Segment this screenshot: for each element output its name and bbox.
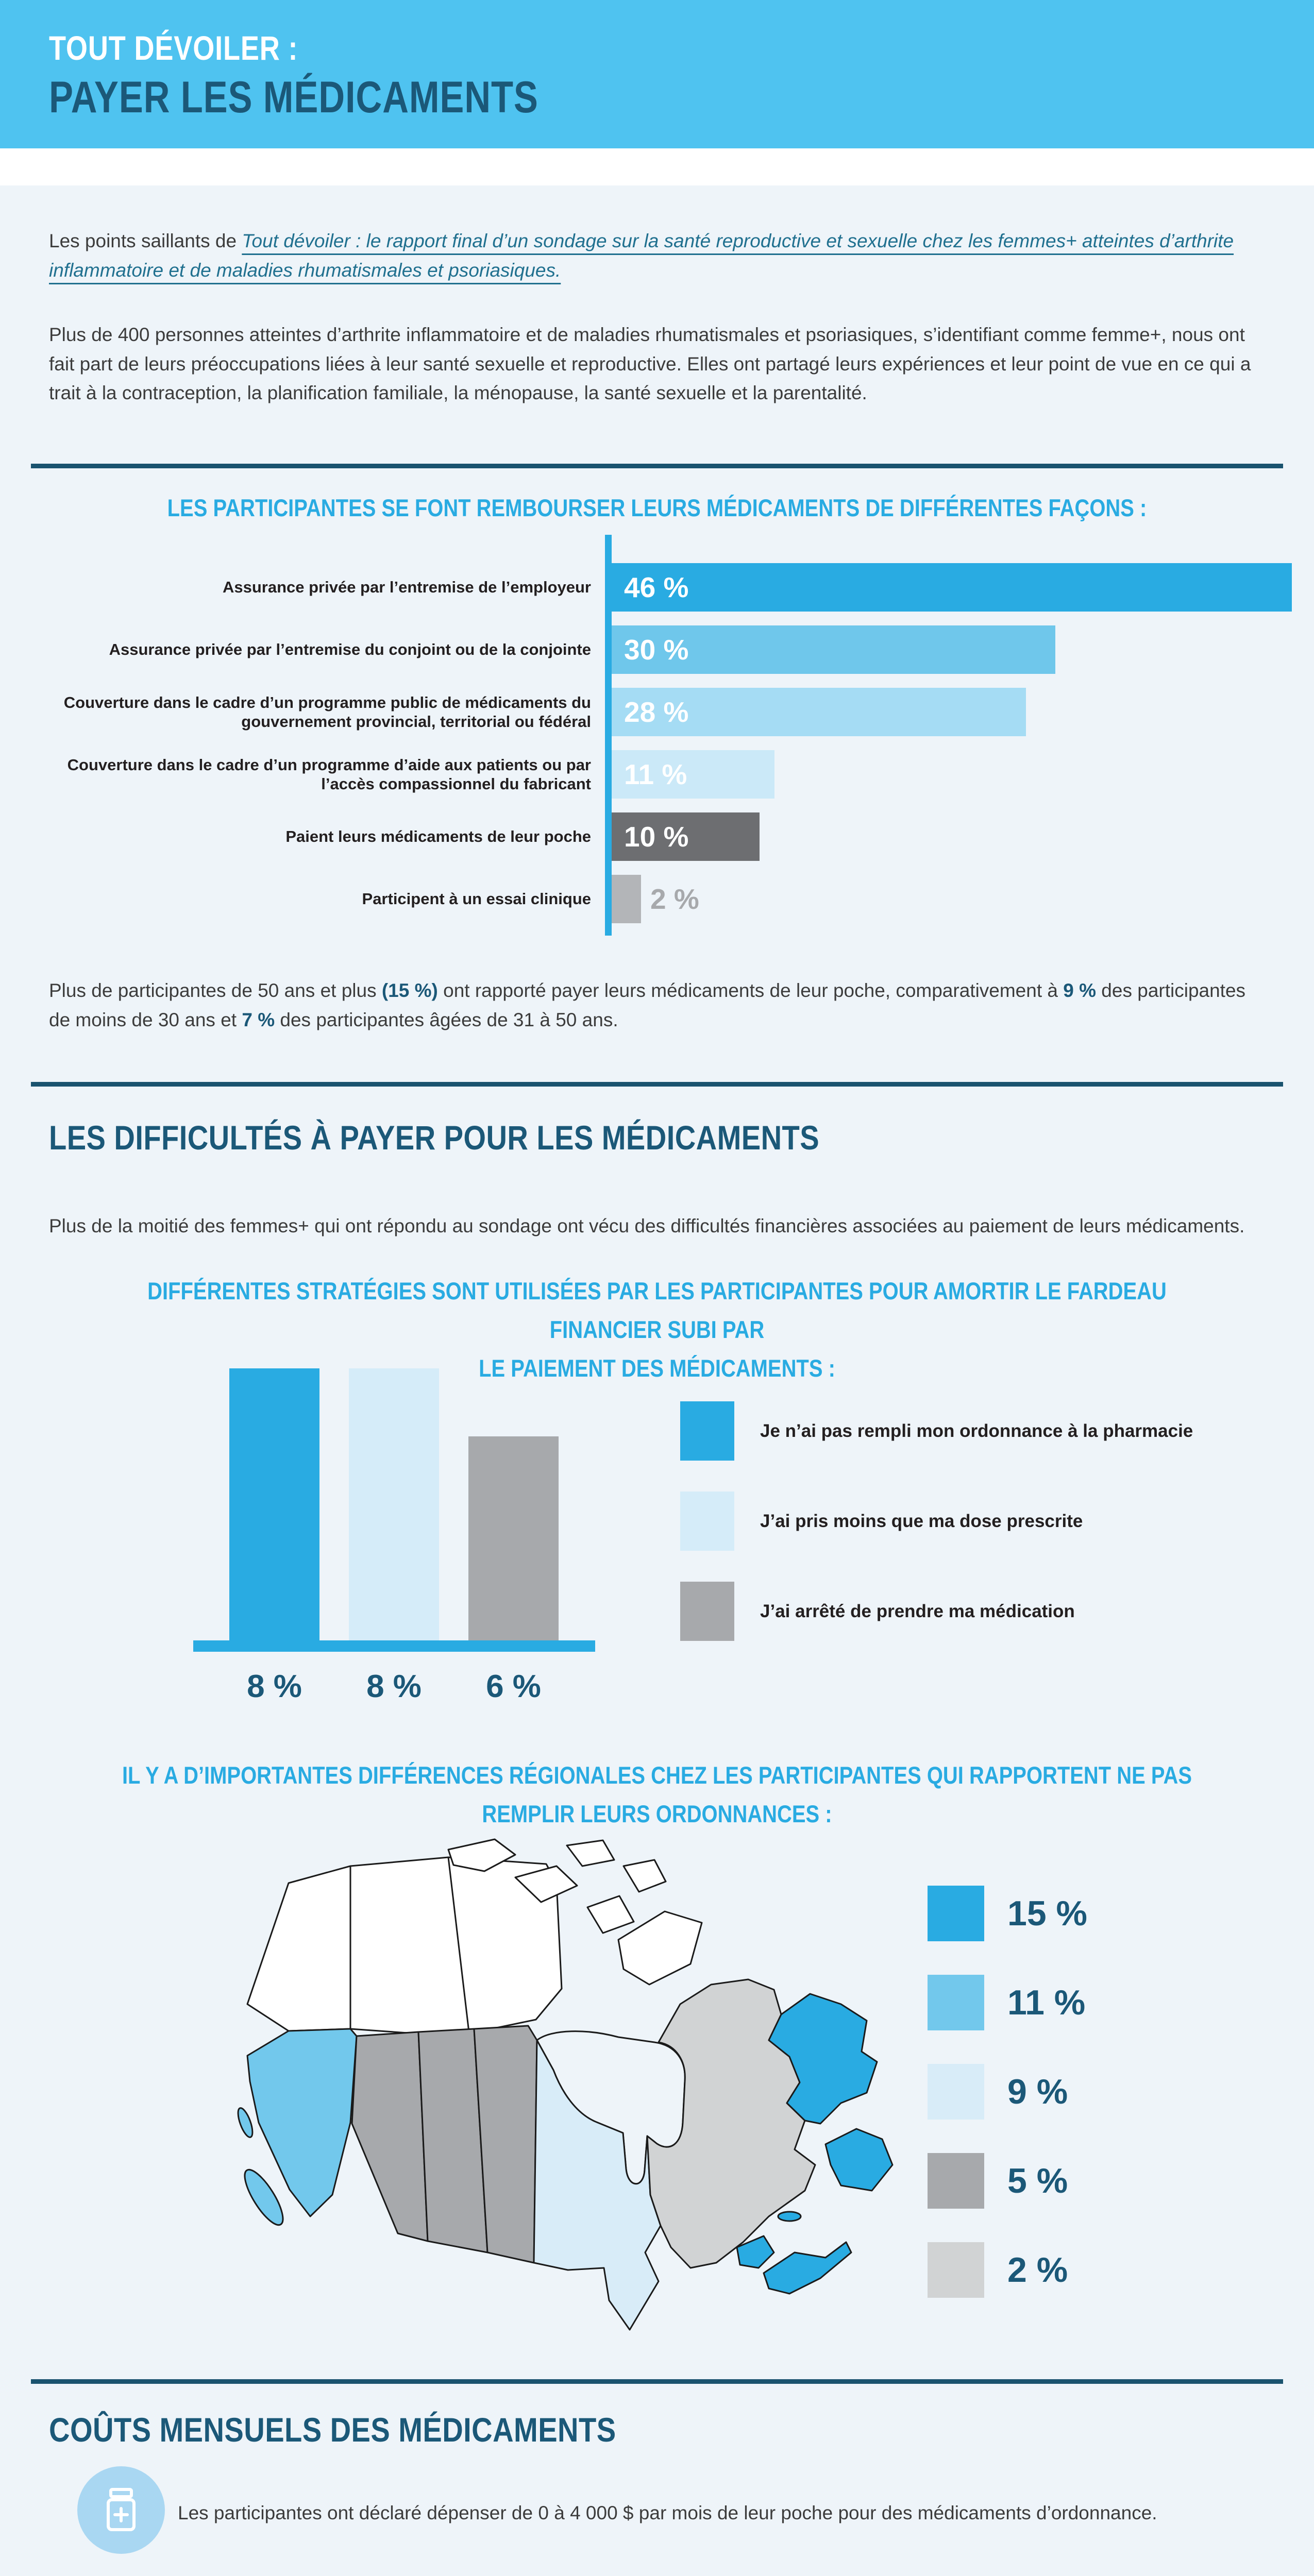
map-new-brunswick xyxy=(736,2235,775,2269)
section2-paragraph: Plus de la moitié des femmes+ qui ont ré… xyxy=(49,1215,1245,1236)
section-heading-difficultes: LES DIFFICULTÉS À PAYER POUR LES MÉDICAM… xyxy=(49,1118,820,1157)
note-text: ont rapporté payer leurs médicaments de … xyxy=(437,980,1064,1001)
map-title: IL Y A D’IMPORTANTES DIFFÉRENCES RÉGIONA… xyxy=(98,1756,1216,1833)
page-title-line1: TOUT DÉVOILER : xyxy=(49,29,298,67)
cost-item-text: Les participantes ont déclaré dépenser d… xyxy=(178,2502,1157,2523)
map-alberta xyxy=(351,2031,429,2242)
chart2-title-line2: LE PAIEMENT DES MÉDICAMENTS : xyxy=(479,1354,835,1382)
map-legend-swatch-5 xyxy=(928,2153,984,2209)
chart1-axis xyxy=(605,535,612,936)
legend-swatch-gray xyxy=(680,1582,734,1641)
column-dose xyxy=(349,1368,439,1640)
map-territories xyxy=(246,1856,563,2035)
section-divider xyxy=(31,464,1283,468)
note-strong: (15 %) xyxy=(381,980,438,1001)
chart1-row: Couverture dans le cadre d’un programme … xyxy=(0,688,1314,736)
map-legend-swatch-11 xyxy=(928,1975,984,2030)
canada-choropleth-map xyxy=(237,1838,894,2331)
chart2-baseline xyxy=(193,1640,595,1652)
report-link[interactable]: Tout dévoiler : le rapport final d’un so… xyxy=(49,230,1234,281)
map-labrador xyxy=(768,1993,878,2125)
bar-assurance-employeur: 46 % xyxy=(612,563,1292,612)
chart2-title: DIFFÉRENTES STRATÉGIES SONT UTILISÉES PA… xyxy=(98,1272,1216,1388)
header-band: TOUT DÉVOILER : PAYER LES MÉDICAMENTS xyxy=(0,0,1314,148)
bar-label-assurance-conjoint: Assurance privée par l’entremise du conj… xyxy=(109,640,591,659)
legend-swatch-blue xyxy=(680,1401,734,1461)
map-legend-label: 15 % xyxy=(1007,1894,1087,1933)
chart1-row: Participent à un essai clinique 2 % xyxy=(0,875,1314,923)
bar-assurance-conjoint: 30 % xyxy=(612,625,1055,674)
bar-value: 46 % xyxy=(624,571,689,603)
map-legend-label: 2 % xyxy=(1007,2250,1068,2290)
chart1-row: Paient leurs médicaments de leur poche 1… xyxy=(0,812,1314,861)
bar-label-poche: Paient leurs médicaments de leur poche xyxy=(285,827,591,846)
header-separator xyxy=(0,148,1314,185)
note-strong: 9 % xyxy=(1063,980,1097,1001)
bar-poche: 10 % xyxy=(612,812,760,861)
prescription-bottle-icon xyxy=(77,2466,165,2554)
map-vancouver-island xyxy=(244,2168,284,2226)
map-british-columbia xyxy=(246,2028,358,2217)
intro-lead: Les points saillants de xyxy=(49,230,242,251)
bar-essai-clinique: 2 % xyxy=(612,875,699,923)
map-legend-label: 5 % xyxy=(1007,2161,1068,2200)
chart1-title: LES PARTICIPANTES SE FONT REMBOURSER LEU… xyxy=(167,494,1147,521)
note-text: Plus de participantes de 50 ans et plus xyxy=(49,980,382,1001)
note-strong: 7 % xyxy=(242,1009,275,1030)
column-arrete xyxy=(468,1436,559,1640)
legend-label: J’ai arrêté de prendre ma médication xyxy=(760,1601,1075,1621)
page-title-line2: PAYER LES MÉDICAMENTS xyxy=(49,73,538,122)
bar-value: 28 % xyxy=(624,696,689,728)
map-baffin-island xyxy=(617,1910,703,1986)
map-ontario xyxy=(533,2039,662,2331)
legend-label: Je n’ai pas rempli mon ordonnance à la p… xyxy=(760,1420,1193,1441)
bar-label-essai-clinique: Participent à un essai clinique xyxy=(362,890,591,908)
column-ordonnance xyxy=(229,1368,319,1640)
section-heading-couts: COÛTS MENSUELS DES MÉDICAMENTS xyxy=(49,2411,616,2449)
map-legend-label: 9 % xyxy=(1007,2072,1068,2111)
map-legend-swatch-2 xyxy=(928,2242,984,2298)
bar-value: 11 % xyxy=(624,758,687,790)
bar-label-assurance-employeur: Assurance privée par l’entremise de l’em… xyxy=(222,578,591,597)
legend-swatch-paleblue xyxy=(680,1492,734,1551)
section-divider xyxy=(31,1082,1283,1087)
legend-label: J’ai pris moins que ma dose prescrite xyxy=(760,1511,1083,1531)
map-legend-swatch-9 xyxy=(928,2064,984,2120)
map-newfoundland xyxy=(824,2128,894,2192)
bar-label-programme-aide: Couverture dans le cadre d’un programme … xyxy=(67,755,591,793)
bar-label-programme-public: Couverture dans le cadre d’un programme … xyxy=(63,693,591,731)
bar-value: 10 % xyxy=(624,821,689,853)
column-value-label: 6 % xyxy=(486,1669,541,1704)
note-text: des participantes âgées de 31 à 50 ans. xyxy=(275,1009,618,1030)
bar-programme-aide: 11 % xyxy=(612,750,774,799)
chart2-column-chart xyxy=(193,1365,595,1652)
chart1-row: Couverture dans le cadre d’un programme … xyxy=(0,750,1314,799)
map-legend-label: 11 % xyxy=(1007,1983,1086,2022)
chart2-title-line1: DIFFÉRENTES STRATÉGIES SONT UTILISÉES PA… xyxy=(147,1277,1167,1344)
bar-value: 30 % xyxy=(624,634,689,666)
column-value-label: 8 % xyxy=(366,1669,422,1704)
map-legend-swatch-15 xyxy=(928,1886,984,1941)
column-value-label: 8 % xyxy=(247,1669,302,1704)
intro-paragraph: Les points saillants de Tout dévoiler : … xyxy=(49,226,1270,285)
intro-body: Plus de 400 personnes atteintes d’arthri… xyxy=(49,324,1251,404)
note-text: des participantes de moins de 30 ans et xyxy=(49,980,1246,1030)
map-title-line2: REMPLIR LEURS ORDONNANCES : xyxy=(482,1800,832,1828)
map-pei xyxy=(777,2211,802,2222)
map-nova-scotia xyxy=(763,2241,852,2295)
chart1-row: Assurance privée par l’entremise du conj… xyxy=(0,625,1314,674)
map-title-line1: IL Y A D’IMPORTANTES DIFFÉRENCES RÉGIONA… xyxy=(122,1761,1192,1789)
chart1-note: Plus de participantes de 50 ans et plus … xyxy=(49,976,1270,1035)
bar-programme-public: 28 % xyxy=(612,688,1026,736)
chart1-row: Assurance privée par l’entremise de l’em… xyxy=(0,563,1314,612)
bar-value: 2 % xyxy=(650,883,699,915)
section-divider xyxy=(31,2379,1283,2384)
